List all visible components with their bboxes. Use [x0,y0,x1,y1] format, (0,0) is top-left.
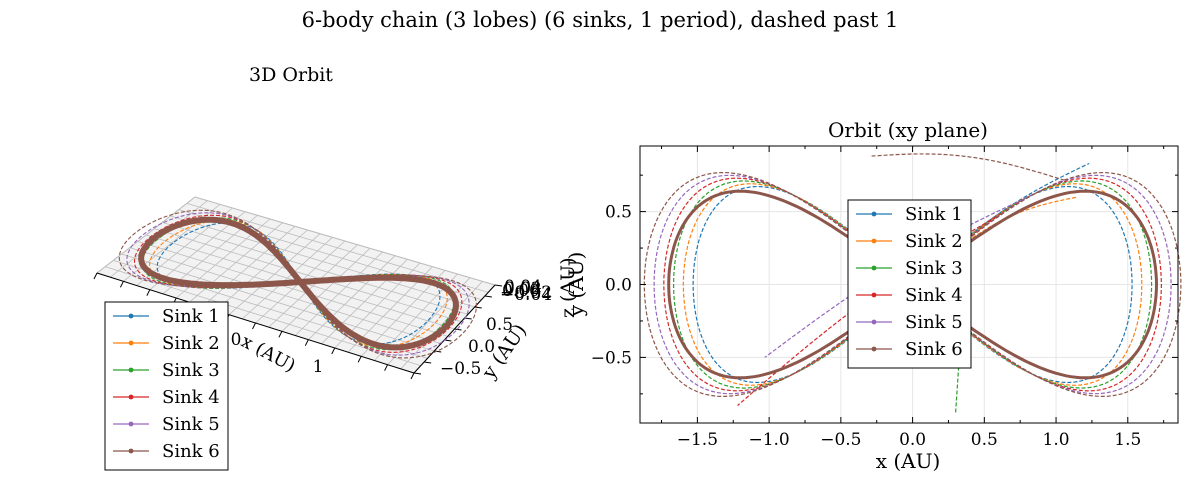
3d-y-tick [474,306,482,309]
legend-3d-frame [104,301,229,471]
xy-x-tick-label: 1.5 [1114,430,1141,450]
3d-legend-label: Sink 3 [162,360,220,381]
3d-y-tick [454,328,462,331]
xy-y-tick-label: 0.0 [605,276,632,296]
xy-legend-marker [871,265,877,271]
3d-legend-label: Sink 5 [162,414,220,435]
3d-axis-ticks: x (AU) 1 0 0.5 0.0 −0.5 y (AU) 0.04 0.02… [231,257,579,383]
3d-z-tick-label: 0.02 [504,279,542,299]
xy-x-axis-label: x (AU) [876,449,941,473]
xy-legend-marker [871,238,877,244]
3d-legend-marker [128,421,134,427]
3d-y-tick-label: 0.0 [468,337,495,357]
3d-x-tick [146,289,151,296]
3d-y-tick [413,372,422,375]
3d-x-tick-label: 0 [231,330,242,350]
3d-grid-line [154,228,462,323]
figure-suptitle: 6-body chain (3 lobes) (6 sinks, 1 perio… [302,8,899,32]
3d-legend-label: Sink 4 [162,387,220,408]
3d-x-axis-label: x (AU) [238,331,299,377]
xy-legend-label: Sink 1 [905,204,963,225]
xy-x-tick-label: −1.5 [677,430,718,450]
3d-y-tick [424,361,432,364]
3d-grid-line [121,253,435,352]
3d-x-tick [119,281,124,288]
3d-x-tick [304,339,309,346]
3d-y-tick [494,284,503,287]
xy-legend-marker [871,292,877,298]
3d-dashed-trail [118,209,478,359]
3d-orbit-curves [118,209,478,359]
3d-legend-marker [128,448,134,454]
3d-legend-label: Sink 6 [162,441,220,462]
3d-z-tick-label: 0.04 [504,277,542,297]
legend-xy: Sink 1 Sink 2 Sink 3 Sink 4 Sink 5 Sink 6 [847,199,972,369]
3d-x-tick [384,364,389,371]
xy-x-tick-label: 1.0 [1043,430,1070,450]
3d-x-tick [93,272,98,280]
xy-x-tick-label: −0.5 [820,430,861,450]
3d-dashed-trail [149,219,448,348]
3d-x-tick [252,322,256,330]
3d-legend-marker [128,313,134,319]
xy-legend-marker [871,211,877,217]
3d-y-tick [464,317,472,320]
3d-grid-line [129,247,442,345]
3d-y-tick-label: −0.5 [440,359,481,379]
xy-x-tick-label: 0.5 [971,430,998,450]
xy-legend-label: Sink 3 [905,258,963,279]
3d-x-tick [357,356,362,363]
xy-legend-marker [871,346,877,352]
3d-legend-marker [128,394,134,400]
3d-legend-marker [128,367,134,373]
xy-x-tick-label: −1.0 [748,430,789,450]
xy-legend-label: Sink 5 [905,312,963,333]
3d-legend-label: Sink 1 [162,306,220,327]
xy-legend-label: Sink 4 [905,285,963,306]
xy-axis-ticks: −1.5 −1.0 −0.5 0.0 0.5 1.0 1.5 −0.5 0.0 0.5 [591,146,1178,450]
3d-grid-line [194,196,496,286]
3d-z-tick-label: 0.00 [502,281,540,301]
3d-z-tick-label: −0.02 [500,283,552,303]
3d-grid-line [170,215,475,308]
xy-legend-marker [871,319,877,325]
xy-y-tick-label: −0.5 [591,348,632,368]
panel-xy-title: Orbit (xy plane) [828,118,988,142]
3d-x-tick-label: 1 [313,357,324,377]
3d-x-tick [278,331,283,338]
xy-x-tick-label: 0.0 [899,430,926,450]
xy-y-tick-label: 0.5 [605,203,632,223]
3d-x-tick [410,372,415,380]
xy-legend-label: Sink 2 [905,231,963,252]
panel-xy-orbit: Orbit (xy plane) −1.5 −1.0 −0.5 0.0 0.5 1.0 1.… [564,118,1182,473]
legend-3d: Sink 1 Sink 2 Sink 3 Sink 4 Sink 5 Sink 6 [104,301,229,471]
xy-y-axis-label: y (AU) [564,252,588,318]
legend-xy-frame [847,199,972,369]
3d-orbit-line [138,216,459,351]
3d-legend-label: Sink 2 [162,333,220,354]
3d-grid-line [137,240,448,337]
panel-3d-orbit: 3D Orbit x (AU) 1 0 0.5 0.0 −0.5 y (AU) … [93,64,579,471]
3d-grid-line [162,221,469,315]
3d-y-tick-label: 0.5 [486,315,513,335]
3d-legend-marker [128,340,134,346]
3d-x-tick [331,347,336,355]
3d-z-axis-label: z (AU) [557,257,579,318]
panel-3d-title: 3D Orbit [249,64,333,86]
xy-legend-label: Sink 6 [905,339,963,360]
3d-z-tick-label: −0.04 [500,285,552,305]
3d-y-tick [484,295,492,298]
xy-dashed-trail [672,180,1153,413]
